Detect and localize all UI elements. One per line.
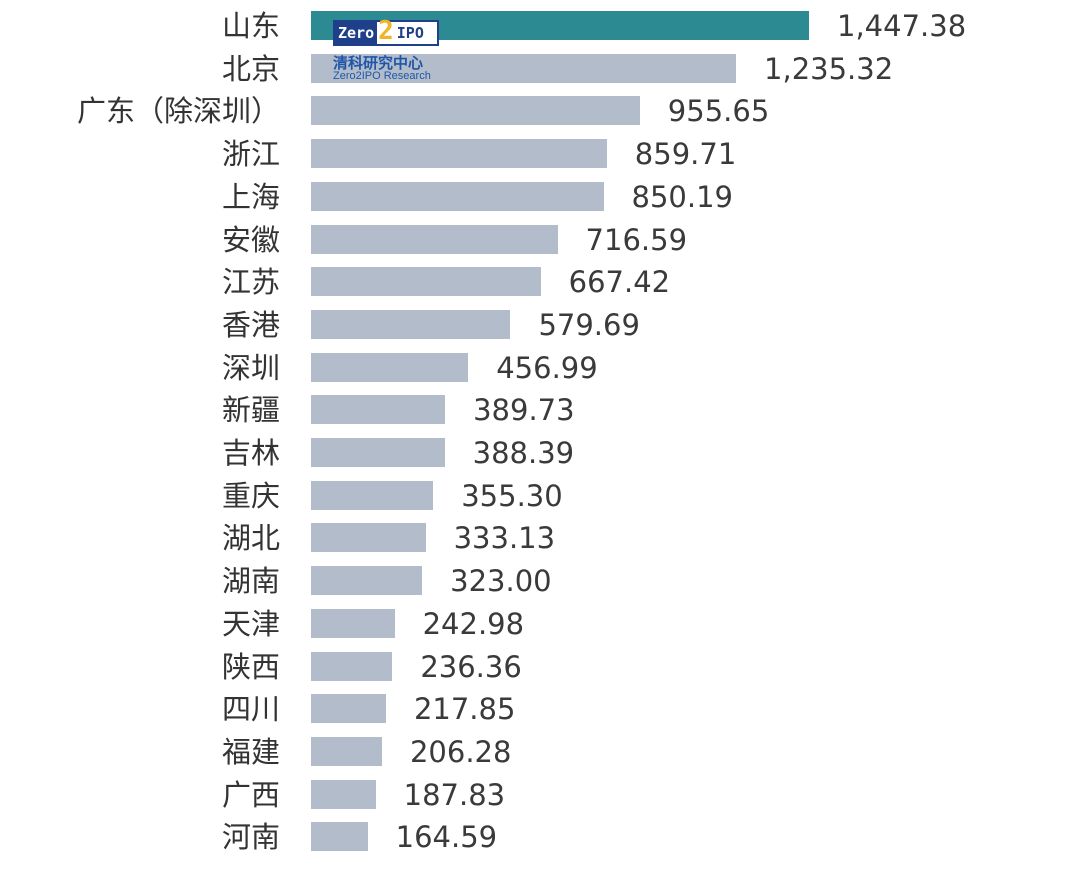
- category-label: 上海: [221, 179, 280, 214]
- logo-zero: Zero: [335, 22, 378, 44]
- category-label: 吉林: [221, 436, 280, 470]
- bar: [311, 224, 558, 254]
- zero2ipo-logo: Zero 2 IPO 清科研究中心 Zero2IPO Research: [333, 16, 443, 82]
- chart-row: 四川 217.85: [0, 688, 1080, 731]
- chart-row: 香港 579.69: [0, 304, 1080, 347]
- bar: [311, 395, 446, 425]
- bar: [311, 53, 737, 83]
- value-label: 859.71: [634, 137, 737, 172]
- bar: [311, 608, 395, 638]
- category-label: 福建: [221, 734, 280, 769]
- bar: [311, 352, 469, 382]
- value-label: 1,235.32: [764, 51, 894, 86]
- chart-row: 重庆 355.30: [0, 475, 1080, 518]
- logo-ipo: IPO: [396, 24, 424, 42]
- bar: [311, 480, 434, 510]
- value-label: 388.39: [472, 436, 575, 470]
- chart-row: 湖北 333.13: [0, 517, 1080, 560]
- value-label: 389.73: [473, 393, 575, 428]
- chart-row: 安徽 716.59: [0, 219, 1080, 262]
- category-label: 广西: [221, 777, 280, 812]
- category-label: 湖北: [221, 521, 280, 556]
- category-label: 浙江: [221, 137, 280, 172]
- category-label: 河南: [221, 820, 280, 855]
- value-label: 217.85: [413, 692, 516, 727]
- logo-two: 2: [378, 16, 394, 46]
- value-label: 242.98: [422, 606, 525, 641]
- value-label: 164.59: [395, 820, 498, 855]
- bar: [311, 822, 368, 852]
- value-label: 716.59: [585, 222, 688, 257]
- category-label: 新疆: [221, 393, 280, 428]
- category-label: 深圳: [221, 350, 280, 385]
- category-label: 重庆: [221, 478, 280, 513]
- bar: [311, 309, 511, 339]
- value-label: 955.65: [667, 94, 770, 129]
- chart-row: 山东 1,447.38: [0, 5, 1080, 48]
- value-label: 579.69: [538, 307, 640, 342]
- chart-row: 浙江 859.71: [0, 133, 1080, 176]
- chart-row: 福建 206.28: [0, 731, 1080, 774]
- category-label: 香港: [221, 307, 280, 342]
- bar: [311, 139, 607, 169]
- category-label: 安徽: [221, 222, 280, 257]
- category-label: 江苏: [221, 265, 280, 300]
- bar: [311, 96, 640, 126]
- category-label: 陕西: [221, 649, 280, 684]
- category-label: 山东: [221, 9, 280, 43]
- bar: [311, 779, 376, 809]
- chart-row: 深圳 456.99: [0, 347, 1080, 390]
- bar: [311, 438, 445, 467]
- value-label: 667.42: [568, 265, 671, 300]
- value-label: 1,447.38: [837, 9, 967, 43]
- category-label: 湖南: [221, 564, 280, 599]
- chart-row: 河南 164.59: [0, 816, 1080, 859]
- chart-row: 天津 242.98: [0, 603, 1080, 646]
- bar: [311, 736, 382, 766]
- logo-wordmark: Zero 2 IPO: [333, 16, 439, 46]
- chart-row: 北京 1,235.32: [0, 48, 1080, 91]
- bar: [311, 694, 386, 724]
- category-label: 广东（除深圳）: [76, 94, 280, 129]
- value-label: 187.83: [403, 777, 506, 812]
- bar: [311, 566, 423, 596]
- value-label: 206.28: [409, 734, 512, 769]
- value-label: 236.36: [420, 649, 522, 684]
- value-label: 323.00: [450, 564, 552, 599]
- bar: [311, 651, 393, 681]
- value-label: 333.13: [453, 521, 556, 556]
- logo-english-name: Zero2IPO Research: [333, 70, 431, 82]
- chart-row: 广东（除深圳） 955.65: [0, 90, 1080, 133]
- chart-row: 湖南 323.00: [0, 560, 1080, 603]
- chart-row: 广西 187.83: [0, 774, 1080, 817]
- logo-chinese-name: 清科研究中心: [333, 54, 424, 72]
- value-label: 456.99: [496, 350, 598, 385]
- bar: [311, 523, 426, 553]
- value-label: 850.19: [631, 179, 733, 214]
- category-label: 天津: [221, 606, 280, 641]
- category-label: 北京: [221, 51, 280, 86]
- chart-row: 新疆 389.73: [0, 389, 1080, 432]
- category-label: 四川: [221, 692, 280, 727]
- chart-row: 上海 850.19: [0, 176, 1080, 219]
- value-label: 355.30: [461, 478, 563, 513]
- bar: [311, 181, 604, 211]
- bar: [311, 267, 541, 297]
- chart-row: 江苏 667.42: [0, 261, 1080, 304]
- chart-row: 吉林 388.39: [0, 432, 1080, 475]
- chart-row: 陕西 236.36: [0, 646, 1080, 689]
